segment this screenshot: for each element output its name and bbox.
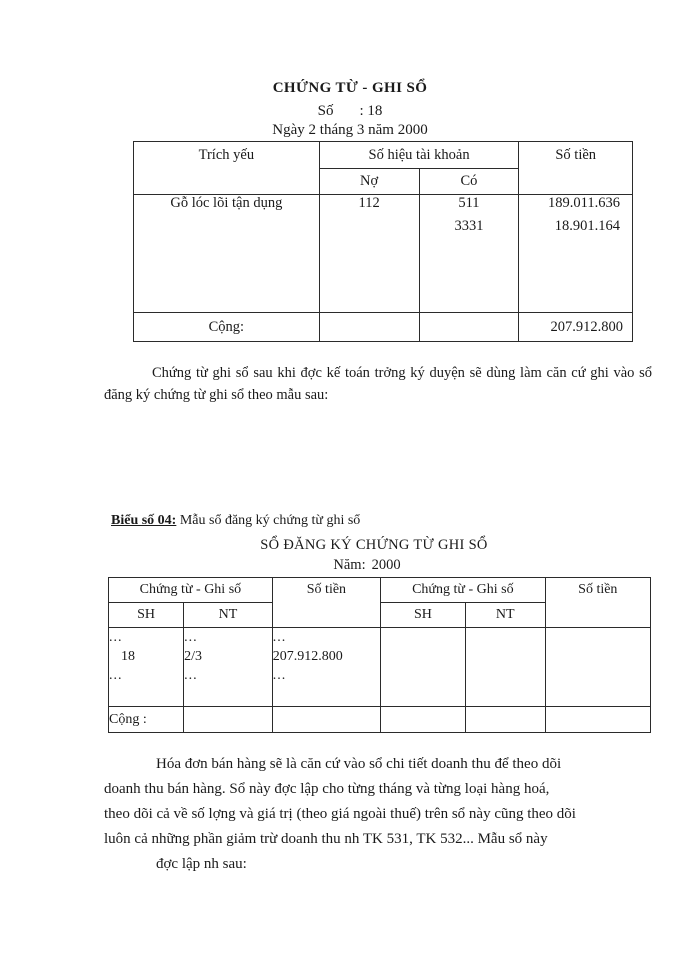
cell-credit: 511 3331 [418, 194, 520, 313]
cell-debit: 112 [318, 194, 420, 313]
register-subheader-row: SH NT SH NT [107, 602, 651, 628]
register-table: Chứng từ - Ghi số Số tiền Chứng từ - Ghi… [107, 577, 652, 733]
total-debit [318, 312, 420, 342]
form-label-tag: Biểu số 04: [111, 513, 177, 528]
voucher-number-value: : 18 [359, 103, 383, 119]
register-total-nt [183, 706, 273, 733]
paragraph-2-line-1: Hóa đơn bán hàng sẽ là căn cứ vào sổ chi… [104, 752, 652, 777]
register-year-line: Năm: 2000 [0, 557, 700, 574]
register-total-nt-right [464, 706, 546, 733]
register-amount-value: 207.912.800 [272, 649, 343, 664]
register-sh-dots-bottom: ... [109, 668, 123, 683]
paragraph-2-line-4: luôn cả những phần giảm trừ doanh thu nh… [104, 831, 548, 847]
register-total-amount-right [544, 706, 652, 733]
register-cell-nt-left: ... 2/3 ... [183, 627, 273, 707]
register-title: SỔ ĐĂNG KÝ CHỨNG TỪ GHI SỔ [260, 537, 488, 553]
paragraph-after-voucher: Chứng từ ghi sổ sau khi đợc kế toán trởn… [104, 362, 652, 406]
register-total-label: Cộng : [107, 706, 185, 733]
register-cell-sh-right [380, 627, 466, 707]
cell-description: Gỗ lóc lõi tận dụng [133, 194, 320, 313]
paragraph-closing: Hóa đơn bán hàng sẽ là căn cứ vào sổ chi… [104, 752, 652, 877]
table-row: Gỗ lóc lõi tận dụng 112 511 3331 189.011… [133, 194, 633, 313]
register-header-voucher-right: Chứng từ - Ghi số [380, 577, 546, 603]
cell-amount-line-1: 189.011.636 [548, 195, 620, 211]
register-header-voucher-left: Chứng từ - Ghi số [108, 577, 273, 603]
register-header-nt-right: NT [464, 602, 546, 628]
voucher-number-label: Số [317, 103, 334, 119]
total-amount: 207.912.800 [518, 312, 633, 342]
cell-credit-line-2: 3331 [454, 218, 484, 234]
header-debit: Nợ [318, 168, 420, 195]
register-body-row: ... 18 ... ... 2/3 ... ... 207.912.800 .… [107, 627, 652, 707]
register-nt-value: 2/3 [184, 649, 203, 664]
register-nt-dots-top: ... [184, 630, 198, 645]
cell-amount-line-2: 18.901.164 [554, 218, 620, 234]
register-total-amount [271, 706, 382, 733]
voucher-table: Trích yếu Số hiệu tài khoản Số tiền Nợ C… [133, 141, 633, 342]
register-amount-dots-top: ... [272, 630, 287, 645]
voucher-number-line: Số : 18 [0, 103, 700, 120]
total-credit [418, 312, 520, 342]
header-account-group: Số hiệu tài khoản [318, 141, 520, 169]
register-header-sh-right: SH [380, 602, 466, 628]
paragraph-2-line-2: doanh thu bán hàng. Sổ này đợc lập cho t… [104, 781, 550, 797]
cell-amount: 189.011.636 18.901.164 [518, 194, 633, 313]
header-description: Trích yếu [133, 141, 320, 195]
table-header-row: Trích yếu Số hiệu tài khoản Số tiền [133, 141, 633, 195]
form-heading: Biểu số 04: Mẫu sổ đăng ký chứng từ ghi … [111, 513, 360, 529]
register-sh-dots-top: ... [109, 630, 123, 645]
paragraph-2-line-3: theo dõi cả về số lợng và giá trị (theo … [104, 806, 576, 822]
register-nt-dots-bottom: ... [184, 668, 198, 683]
register-header-amount-right: Số tiền [544, 577, 652, 628]
header-credit: Có [418, 168, 520, 195]
paragraph-1-text: Chứng từ ghi sổ sau khi đợc kế toán trởn… [104, 365, 652, 403]
register-year-label: Năm: [333, 557, 366, 573]
voucher-title: CHỨNG TỪ - GHI SỔ [272, 80, 428, 96]
register-total-row: Cộng : [107, 706, 652, 733]
register-header-nt-left: NT [183, 602, 273, 628]
table-subheader-row: Nợ Có [134, 168, 633, 195]
register-cell-nt-right [464, 627, 546, 707]
form-label-caption: Mẫu sổ đăng ký chứng từ ghi sổ [176, 513, 361, 528]
register-sh-value: 18 [121, 649, 135, 664]
register-amount-dots-bottom: ... [272, 668, 287, 683]
voucher-date-line: Ngày 2 tháng 3 năm 2000 [272, 122, 428, 138]
register-cell-amount-right [544, 627, 652, 707]
register-year-value: 2000 [371, 557, 401, 573]
register-header-row: Chứng từ - Ghi số Số tiền Chứng từ - Ghi… [108, 577, 652, 628]
total-label: Cộng: [133, 312, 320, 342]
paragraph-2-line-1-text: Hóa đơn bán hàng sẽ là căn cứ vào sổ chi… [156, 756, 562, 772]
register-header-sh-left: SH [107, 602, 185, 628]
register-header-amount-left: Số tiền [271, 577, 382, 628]
table-total-row: Cộng: 207.912.800 [133, 312, 633, 342]
paragraph-2-line-5-text: đợc lập nh sau: [156, 856, 247, 872]
register-cell-amount-left: ... 207.912.800 ... [271, 627, 382, 707]
register-total-sh-right [380, 706, 466, 733]
cell-credit-line-1: 511 [458, 195, 480, 211]
header-amount: Số tiền [518, 141, 633, 195]
register-cell-sh-left: ... 18 ... [107, 627, 185, 707]
paragraph-2-line-5: đợc lập nh sau: [104, 852, 652, 877]
